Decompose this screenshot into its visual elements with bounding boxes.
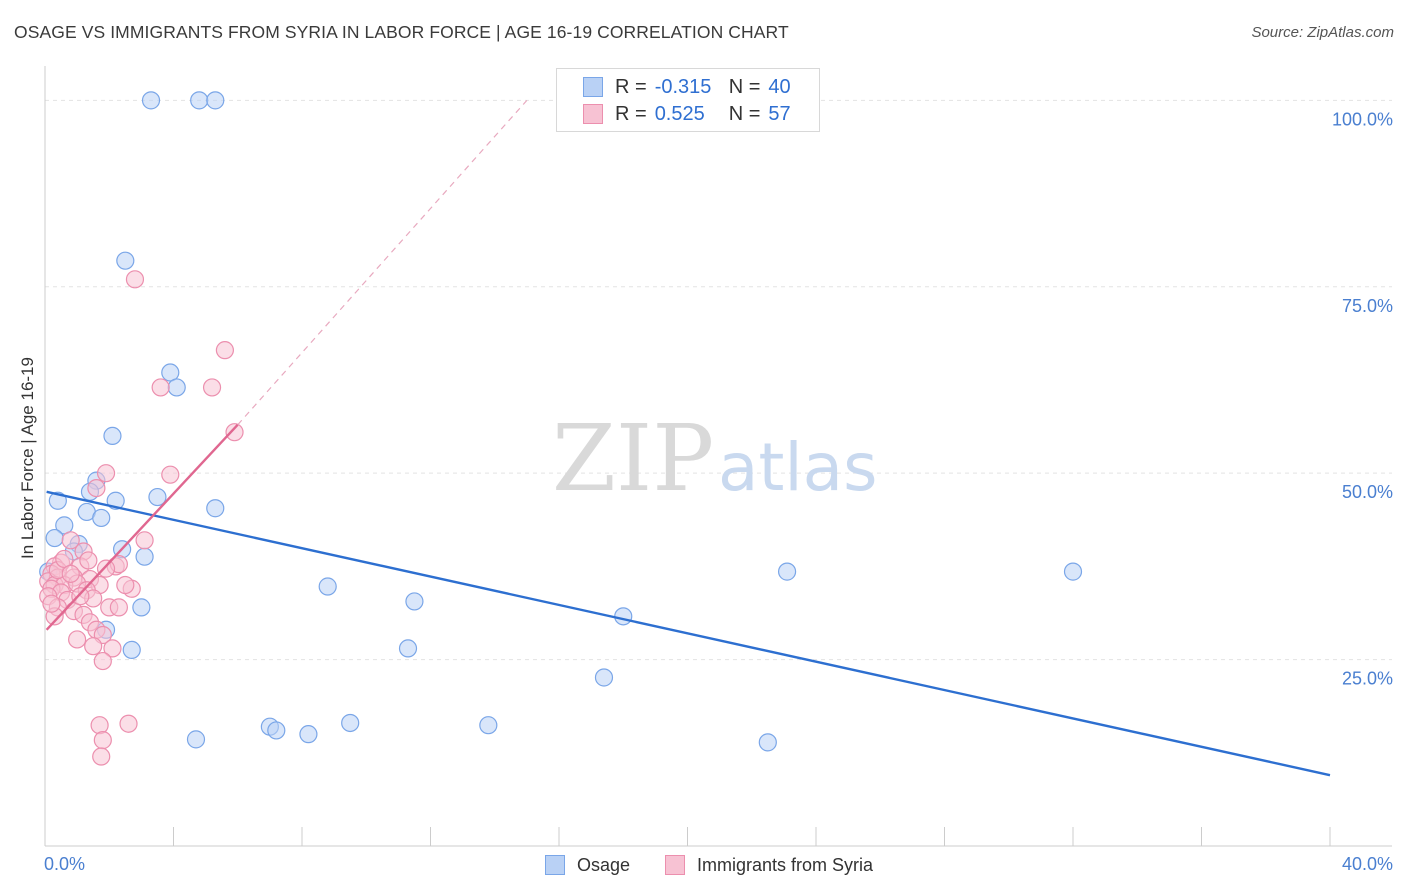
point-osage — [190, 91, 209, 110]
point-syria — [61, 531, 80, 550]
y-tick-label: 50.0% — [1342, 482, 1393, 502]
legend-n-label: N = — [728, 102, 761, 125]
point-osage — [777, 562, 797, 581]
point-osage — [299, 725, 318, 744]
series-legend-syria: Immigrants from Syria — [665, 852, 873, 878]
point-osage — [758, 733, 777, 752]
point-osage — [206, 499, 225, 518]
point-syria — [84, 637, 103, 656]
series-legend: Osage Immigrants from Syria — [0, 852, 1406, 878]
point-syria — [68, 630, 87, 649]
series-label-osage: Osage — [577, 854, 631, 875]
point-osage — [48, 491, 67, 510]
y-tick-label: 100.0% — [1332, 109, 1393, 129]
point-osage — [167, 378, 186, 397]
legend-row-syria: R = 0.525 N = 57 — [583, 101, 791, 127]
point-osage — [594, 668, 614, 687]
legend-n-value: 57 — [768, 102, 791, 125]
point-syria — [109, 598, 128, 617]
trend-line-syria — [45, 423, 239, 631]
axes — [44, 66, 1392, 847]
trend-line-osage — [46, 490, 1331, 777]
data-points — [39, 91, 1083, 766]
point-osage — [1063, 562, 1083, 581]
point-osage — [135, 547, 154, 566]
point-osage — [206, 91, 225, 110]
point-osage — [92, 508, 111, 528]
point-syria — [119, 714, 138, 733]
series-legend-osage: Osage — [545, 852, 630, 878]
stats-legend: R = -0.315 N = 40 R = 0.525 N = 57 — [556, 68, 820, 132]
point-osage — [341, 713, 360, 733]
point-syria — [61, 564, 80, 583]
legend-n-label: N = — [728, 75, 761, 98]
legend-swatch-syria — [583, 104, 603, 124]
legend-r-value: 0.525 — [654, 102, 705, 125]
series-label-syria: Immigrants from Syria — [697, 854, 874, 875]
point-osage — [267, 721, 286, 740]
point-osage — [614, 607, 633, 626]
point-syria — [96, 559, 116, 578]
point-syria — [96, 464, 116, 483]
point-syria — [225, 423, 244, 442]
watermark-atlas: atlas — [718, 429, 878, 506]
point-osage — [479, 716, 498, 735]
point-osage — [132, 598, 151, 617]
legend-swatch-osage — [583, 77, 603, 97]
point-osage — [186, 730, 206, 749]
point-syria — [125, 270, 145, 289]
series-swatch-syria — [665, 855, 685, 875]
legend-r-label: R = — [615, 102, 647, 125]
point-osage — [141, 91, 161, 110]
point-osage — [116, 251, 135, 270]
point-syria — [42, 594, 61, 613]
y-tick-label: 25.0% — [1342, 669, 1393, 689]
source-label: Source: ZipAtlas.com — [1251, 24, 1394, 41]
watermark: ZIP atlas — [552, 405, 878, 512]
point-osage — [45, 528, 64, 548]
point-syria — [215, 341, 234, 360]
point-osage — [398, 639, 418, 658]
point-osage — [405, 592, 424, 611]
y-tick-label: 75.0% — [1342, 296, 1393, 316]
point-syria — [151, 378, 170, 397]
point-syria — [93, 731, 112, 750]
gridlines — [45, 99, 1392, 661]
legend-r-value: -0.315 — [654, 75, 712, 98]
chart-title: OSAGE VS IMMIGRANTS FROM SYRIA IN LABOR … — [14, 22, 789, 42]
legend-row-osage: R = -0.315 N = 40 — [583, 74, 791, 100]
point-syria — [79, 551, 98, 570]
trend-lines — [45, 99, 1331, 777]
point-osage — [148, 487, 167, 507]
trend-extension-syria — [237, 99, 528, 426]
point-syria — [87, 478, 106, 498]
point-syria — [93, 651, 112, 671]
point-syria — [135, 531, 154, 550]
point-syria — [71, 587, 90, 606]
point-syria — [90, 716, 109, 735]
x-tick-label: 0.0% — [44, 854, 85, 874]
point-osage — [318, 577, 337, 596]
tick-labels: 25.0% 50.0% 75.0% 100.0% 0.0% 40.0% — [44, 109, 1393, 874]
legend-n-value: 40 — [768, 75, 791, 98]
point-syria — [103, 639, 122, 658]
point-syria — [116, 575, 135, 595]
watermark-zip: ZIP — [552, 405, 714, 512]
point-osage — [122, 640, 141, 659]
point-osage — [103, 426, 122, 446]
point-syria — [202, 378, 222, 397]
legend-r-label: R = — [615, 75, 647, 98]
series-swatch-osage — [545, 855, 565, 875]
point-syria — [92, 747, 111, 766]
x-tick-label: 40.0% — [1342, 854, 1393, 874]
point-syria — [161, 465, 180, 484]
